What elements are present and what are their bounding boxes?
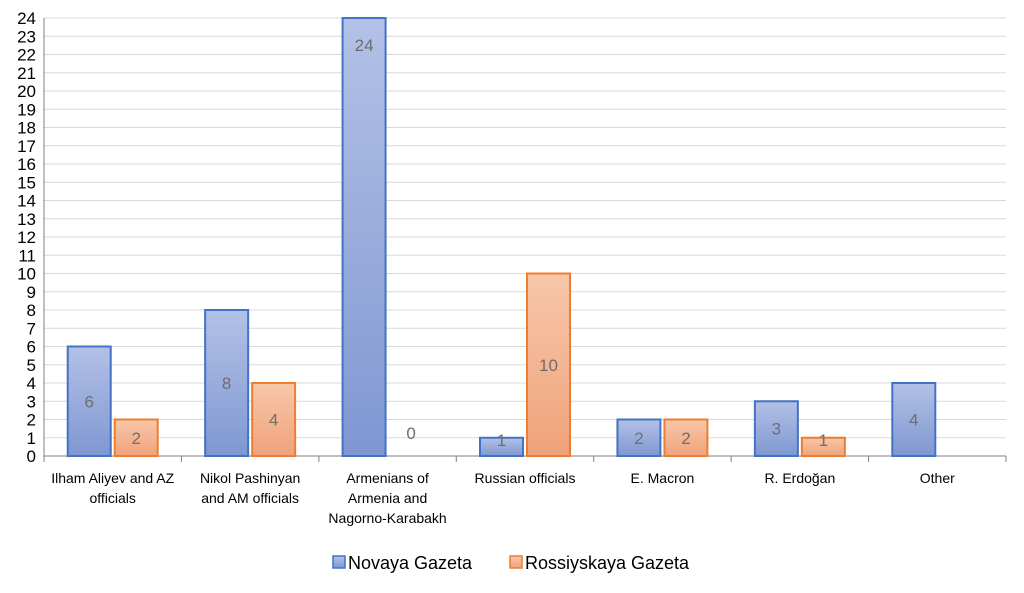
y-tick-label: 7 [27, 319, 36, 338]
y-tick-label: 23 [17, 27, 36, 46]
bar-rossiyskaya [663, 418, 709, 457]
legend: Novaya Gazeta Rossiyskaya Gazeta [332, 553, 690, 573]
y-tick-label: 4 [27, 374, 36, 393]
x-tick-label-line: Other [920, 470, 955, 486]
x-tick-label: Russian officials [475, 470, 576, 486]
bar-novaya [479, 436, 524, 457]
data-label: 24 [355, 36, 374, 55]
axes [43, 18, 1007, 462]
y-tick-label: 6 [27, 338, 36, 357]
y-tick-label: 10 [17, 265, 36, 284]
bar-novaya [753, 400, 799, 457]
y-tick-label: 22 [17, 46, 36, 65]
y-tick-label: 12 [17, 228, 36, 247]
gridlines [44, 17, 1006, 439]
data-label: 0 [406, 424, 415, 443]
data-label: 4 [269, 411, 278, 430]
y-tick-label: 24 [17, 9, 36, 28]
legend-label: Rossiyskaya Gazeta [525, 553, 690, 573]
y-tick-label: 11 [18, 246, 36, 265]
data-label: 8 [222, 374, 231, 393]
x-tick-label-line: E. Macron [631, 470, 695, 486]
y-tick-label: 0 [27, 447, 36, 466]
data-label: 1 [497, 431, 506, 450]
y-tick-label: 17 [17, 137, 36, 156]
data-label: 6 [84, 392, 93, 411]
y-tick-label: 16 [17, 155, 36, 174]
legend-swatch [509, 555, 523, 569]
bar-novaya [616, 418, 662, 457]
bar-novaya [341, 17, 387, 457]
x-tick-label-line: Russian officials [475, 470, 576, 486]
data-label: 10 [539, 356, 558, 375]
y-tick-label: 18 [17, 119, 36, 138]
x-tick-label-line: R. Erdoğan [764, 470, 835, 486]
x-tick-label-line: Armenians of [346, 470, 429, 486]
bar-novaya [891, 382, 937, 457]
y-tick-label: 1 [27, 429, 36, 448]
x-tick-label-line: Nikol Pashinyan [200, 470, 300, 486]
y-tick-label: 2 [27, 411, 36, 430]
y-tick-label: 3 [27, 392, 36, 411]
bar-novaya [66, 345, 112, 457]
bar-rossiyskaya [526, 272, 571, 457]
x-tick-label: E. Macron [631, 470, 695, 486]
data-label: 1 [819, 431, 828, 450]
x-tick-label: Nikol Pashinyan and AM officials [200, 470, 300, 506]
legend-swatch [332, 555, 346, 569]
x-tick-label-line: Armenia and [348, 490, 427, 506]
y-tick-label: 21 [17, 64, 36, 83]
data-label: 3 [772, 420, 781, 439]
x-tick-label-line: officials [89, 490, 135, 506]
bars [66, 17, 937, 457]
y-tick-label: 15 [17, 173, 36, 192]
data-label: 2 [634, 429, 643, 448]
x-tick-label: R. Erdoğan [764, 470, 835, 486]
bar-rossiyskaya [800, 436, 846, 457]
y-tick-label: 8 [27, 301, 36, 320]
bar-rossiyskaya [113, 418, 159, 457]
legend-label: Novaya Gazeta [348, 553, 473, 573]
y-tick-label: 13 [17, 210, 36, 229]
x-tick-label: Ilham Aliyev and AZ officials [51, 470, 174, 506]
x-tick-label-line: and AM officials [201, 490, 299, 506]
data-label: 2 [131, 429, 140, 448]
y-tick-label: 14 [17, 192, 36, 211]
bar-rossiyskaya [251, 382, 297, 457]
y-tick-label: 9 [27, 283, 36, 302]
x-tick-label: Other [920, 470, 955, 486]
bar-novaya [204, 309, 250, 457]
data-label: 2 [681, 429, 690, 448]
x-tick-label-line: Nagorno-Karabakh [328, 510, 446, 526]
data-label: 4 [909, 411, 918, 430]
x-tick-labels: Ilham Aliyev and AZ officials Nikol Pashin… [51, 470, 955, 526]
x-tick-label-line: Ilham Aliyev and AZ [51, 470, 174, 486]
y-tick-label: 20 [17, 82, 36, 101]
x-tick-label: Armenians of Armenia and Nagorno-Karabakh [328, 470, 446, 526]
y-tick-label: 19 [17, 100, 36, 119]
y-tick-label: 5 [27, 356, 36, 375]
